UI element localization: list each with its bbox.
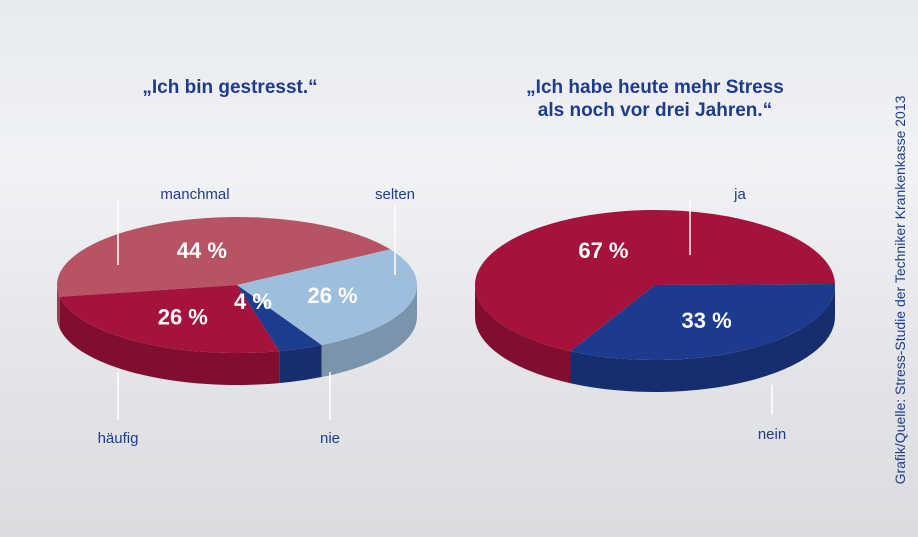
value-label: 26 % <box>158 304 208 329</box>
category-label: selten <box>375 186 415 203</box>
category-label: nie <box>320 430 340 447</box>
chart-title: „Ich habe heute mehr Stress als noch vor… <box>526 77 784 121</box>
category-label: häufig <box>98 430 139 447</box>
pie-side <box>570 285 835 392</box>
pie-slice <box>237 285 322 352</box>
value-label: 44 % <box>177 238 227 263</box>
pie-slice <box>59 285 280 353</box>
pie-slice <box>237 249 417 346</box>
category-label: manchmal <box>160 186 229 203</box>
pie-side <box>59 296 280 385</box>
category-label: nein <box>758 426 786 443</box>
pie-side <box>57 285 60 329</box>
value-label: 67 % <box>578 238 628 263</box>
chart-title: „Ich bin gestresst.“ <box>142 77 318 98</box>
pie-side <box>321 285 417 378</box>
value-label: 33 % <box>682 308 732 333</box>
pie-slice <box>56 216 391 297</box>
value-label: 4 % <box>234 289 272 314</box>
value-label: 26 % <box>307 283 357 308</box>
pie-slice <box>570 283 835 361</box>
pie-slice <box>475 209 835 352</box>
pie-side <box>475 285 571 384</box>
category-label: ja <box>733 186 746 203</box>
source: Grafik/Quelle: Stress-Studie der Technik… <box>892 95 908 484</box>
pie-side <box>279 345 322 384</box>
